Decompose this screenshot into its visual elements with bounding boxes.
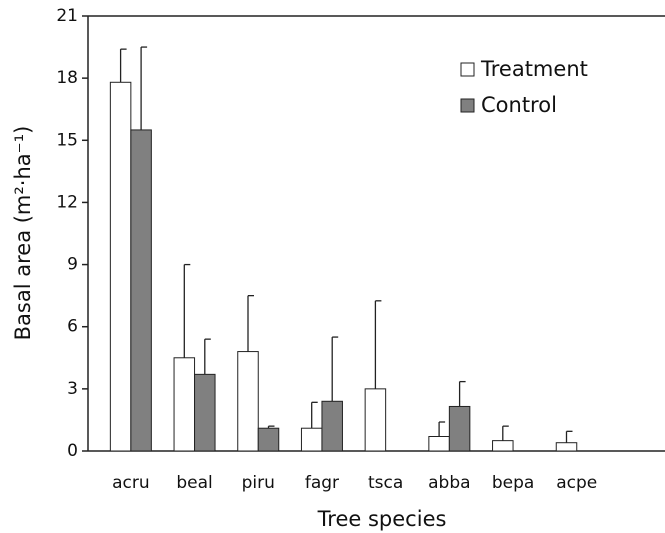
x-tick-label: acru	[112, 473, 150, 493]
bar	[321, 400, 343, 452]
bar	[130, 129, 152, 452]
x-tick-label: bepa	[492, 473, 534, 493]
bar	[109, 81, 132, 452]
bar	[364, 388, 387, 452]
bar	[300, 427, 323, 452]
y-tick-label: 3	[67, 379, 78, 399]
bar	[492, 440, 514, 452]
bar	[428, 436, 450, 452]
y-tick-label: 9	[67, 255, 78, 275]
x-tick-label: fagr	[305, 473, 339, 493]
y-tick-label: 15	[56, 130, 78, 150]
legend-label: Control	[481, 93, 557, 117]
legend-swatch	[460, 62, 475, 77]
bar	[448, 405, 471, 452]
bar	[237, 351, 259, 452]
bar	[555, 442, 578, 452]
y-tick-label: 21	[56, 6, 78, 26]
y-tick-label: 18	[56, 68, 78, 88]
y-tick-label: 6	[67, 317, 78, 337]
x-tick-label: abba	[428, 473, 470, 493]
x-tick-label: piru	[242, 473, 275, 493]
y-tick-label: 0	[67, 441, 78, 461]
legend-swatch	[460, 98, 475, 113]
bar	[257, 427, 280, 452]
x-tick-label: acpe	[556, 473, 597, 493]
bar	[173, 357, 196, 452]
bar	[194, 373, 216, 452]
x-tick-label: tsca	[368, 473, 403, 493]
x-axis-label: Tree species	[317, 507, 447, 531]
x-tick-label: beal	[176, 473, 212, 493]
y-axis-label: Basal area (m²·ha⁻¹)	[11, 126, 35, 341]
legend-label: Treatment	[480, 57, 588, 81]
y-tick-label: 12	[56, 192, 78, 212]
